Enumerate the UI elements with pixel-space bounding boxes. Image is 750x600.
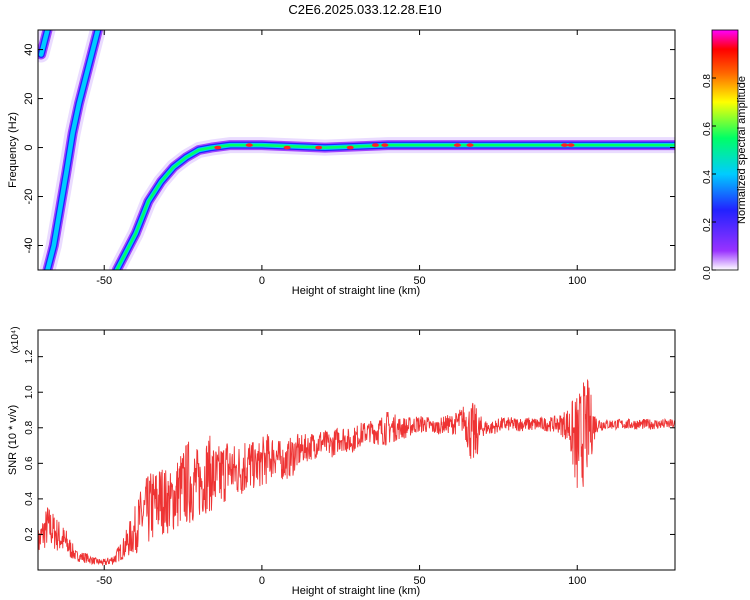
spectral-peak <box>381 143 389 147</box>
spectrogram-plot: -50 0 50 100 -40 -20 0 20 40 Height of straight… <box>7 29 676 297</box>
snr-ytick-label: 1.2 <box>24 349 35 363</box>
colorbar-tick-label: 0.2 <box>702 218 713 232</box>
colorbar-tick-label: 0.0 <box>702 266 713 280</box>
spectral-track-layer <box>38 30 50 57</box>
spectral-peak <box>315 145 323 150</box>
snr-ylabel: SNR (10 * v/v) <box>7 405 19 475</box>
spectrogram-xlabel: Height of straight line (km) <box>292 285 420 297</box>
spectral-track-layer <box>108 137 675 270</box>
spectral-track-layer <box>113 141 675 270</box>
spectrogram-ytick-label: -20 <box>23 189 35 205</box>
spectral-track-layer <box>45 30 101 270</box>
spectrogram-frame <box>37 29 676 271</box>
snr-xtick-label: 0 <box>259 575 265 587</box>
colorbar: 0.0 0.2 0.4 0.6 0.8 Normalized spectral ampl… <box>702 29 748 280</box>
spectral-peak <box>567 143 575 147</box>
colorbar-tick-label: 0.4 <box>702 170 713 184</box>
spectral-track-track-c <box>108 137 675 270</box>
spectrogram-ylabel: Frequency (Hz) <box>7 112 19 188</box>
snr-series-line <box>38 378 675 566</box>
snr-ytick-label: 1.0 <box>24 385 35 399</box>
spectrogram-ytick-label: 0 <box>23 144 35 150</box>
snr-multiplier-label: (x10⁴) <box>10 326 21 353</box>
spectral-peak <box>283 145 291 150</box>
colorbar-tick-label: 0.8 <box>702 74 713 88</box>
spectral-peak <box>466 143 474 147</box>
colorbar-label: Normalized spectral amplitude <box>736 76 748 224</box>
page-title: C2E6.2025.033.12.28.E10 <box>288 2 441 17</box>
spectral-peak <box>346 145 354 150</box>
spectral-track-layer <box>111 140 675 270</box>
spectrogram-xtick-label: -50 <box>96 275 112 287</box>
snr-xtick-label: -50 <box>96 575 112 587</box>
spectral-track-layer <box>115 143 675 270</box>
spectrogram-xtick-label: 0 <box>259 275 265 287</box>
snr-xtick-label: 100 <box>568 575 586 587</box>
snr-ytick-label: 0.8 <box>24 420 35 434</box>
spectral-peak <box>245 143 253 147</box>
spectrogram-ytick-label: 20 <box>23 92 35 104</box>
snr-ytick-label: 0.2 <box>24 527 35 541</box>
spectral-track-layer <box>114 142 675 270</box>
colorbar-tick-label: 0.6 <box>702 122 713 136</box>
snr-xtick-label: 50 <box>413 575 425 587</box>
spectral-peak <box>561 143 569 147</box>
snr-ytick-label: 0.4 <box>24 492 35 506</box>
spectral-peak <box>214 145 222 150</box>
spectrogram-ytick-label: -40 <box>23 238 35 254</box>
spectrogram-ytick-label: 40 <box>23 43 35 55</box>
spectrogram-xtick-label: 50 <box>413 275 425 287</box>
snr-plot: -50 0 50 100 0.2 0.4 0.6 0.8 1.0 1.2 (x10⁴) Heig… <box>7 326 676 597</box>
colorbar-gradient <box>711 29 739 271</box>
snr-xlabel: Height of straight line (km) <box>292 585 420 597</box>
snr-ytick-label: 0.6 <box>24 456 35 470</box>
spectral-track-track-a <box>38 30 56 63</box>
snr-frame <box>37 329 676 571</box>
spectral-peak <box>371 143 379 147</box>
spectral-peak <box>453 143 461 147</box>
spectral-track-track-b <box>39 30 106 270</box>
spectrogram-xtick-label: 100 <box>568 275 586 287</box>
